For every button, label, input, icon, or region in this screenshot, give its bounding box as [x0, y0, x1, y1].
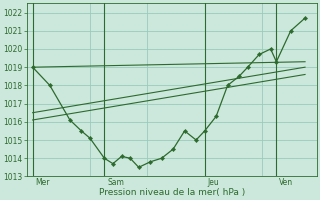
Text: Ven: Ven [279, 178, 293, 187]
Text: Sam: Sam [107, 178, 124, 187]
X-axis label: Pression niveau de la mer( hPa ): Pression niveau de la mer( hPa ) [99, 188, 245, 197]
Text: Jeu: Jeu [208, 178, 219, 187]
Text: Mer: Mer [36, 178, 50, 187]
